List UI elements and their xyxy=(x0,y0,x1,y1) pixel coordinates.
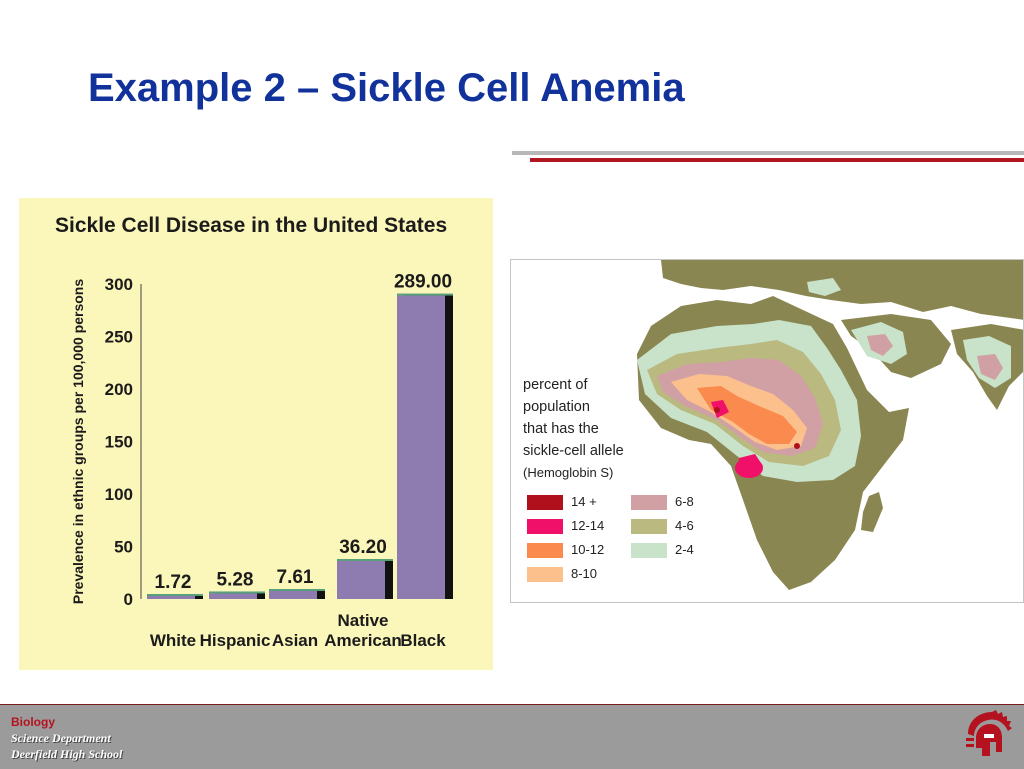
map-zone-mediterranean xyxy=(807,278,841,296)
title-divider-gray xyxy=(512,151,1024,155)
slide-title: Example 2 – Sickle Cell Anemia xyxy=(88,66,685,110)
legend-item: 2-4 xyxy=(631,542,694,559)
chart-title: Sickle Cell Disease in the United States xyxy=(55,214,448,237)
legend-label: 8-10 xyxy=(571,566,598,581)
legend-swatch xyxy=(527,567,563,583)
sickle-cell-allele-map xyxy=(637,260,1023,590)
footer-subject: Biology xyxy=(11,715,55,729)
legend-label: 10-12 xyxy=(571,542,605,557)
y-tick-label: 150 xyxy=(105,433,133,452)
bar-value-label: 1.72 xyxy=(155,572,192,593)
map-zone-mideast-inner xyxy=(867,334,893,356)
bar-top xyxy=(147,594,203,596)
legend-label: 14 + xyxy=(571,494,597,509)
africa-map-panel: percent of population that has the sickl… xyxy=(510,259,1024,603)
bar-chart: 0 50 100 150 200 250 300 Prevalence in ethnic g… xyxy=(70,272,453,650)
map-caption-line: that has the xyxy=(523,421,599,437)
title-divider-red xyxy=(530,158,1024,162)
map-zone-14plus-east-africa xyxy=(794,443,800,449)
legend-label: 6-8 xyxy=(675,494,694,509)
bar-value-label: 289.00 xyxy=(394,272,452,293)
bar-top xyxy=(337,558,393,561)
legend-item: 14 + xyxy=(527,494,597,511)
footer-bar: Biology Science Department Deerfield Hig… xyxy=(0,704,1024,769)
map-land-europe xyxy=(661,260,1023,320)
y-tick-label: 300 xyxy=(105,275,133,294)
bar-top xyxy=(209,591,265,594)
y-tick-label: 100 xyxy=(105,485,133,504)
spartan-helmet-icon xyxy=(966,710,1012,756)
legend-item: 8-10 xyxy=(527,566,598,583)
legend-swatch xyxy=(527,543,563,559)
legend-swatch xyxy=(527,495,563,511)
map-zone-12-14 xyxy=(711,400,763,476)
bar-chart-panel: Sickle Cell Disease in the United States… xyxy=(19,198,493,670)
bar-value-label: 5.28 xyxy=(217,569,254,590)
bar xyxy=(209,593,257,599)
legend-swatch xyxy=(631,519,667,535)
bar xyxy=(147,596,195,599)
legend-label: 12-14 xyxy=(571,518,605,533)
legend-swatch xyxy=(631,495,667,511)
map-caption-line: percent of xyxy=(523,377,588,393)
legend-label: 2-4 xyxy=(675,542,694,557)
y-tick-label: 0 xyxy=(124,590,133,609)
y-tick-label: 50 xyxy=(114,538,133,557)
bar-value-label: 36.20 xyxy=(339,537,387,558)
x-category-label: Black xyxy=(400,631,446,650)
bar-top xyxy=(269,589,325,592)
legend-item: 12-14 xyxy=(527,518,605,535)
bar-top xyxy=(397,293,453,296)
y-tick-label: 200 xyxy=(105,380,133,399)
bar xyxy=(397,295,445,599)
y-axis-label: Prevalence in ethnic groups per 100,000 … xyxy=(70,279,86,604)
x-category-label: White xyxy=(150,631,196,650)
x-category-label: Asian xyxy=(272,631,318,650)
legend-swatch xyxy=(631,543,667,559)
map-land-madagascar xyxy=(861,492,883,532)
legend-label: 4-6 xyxy=(675,518,694,533)
map-caption-line: (Hemoglobin S) xyxy=(523,465,614,480)
legend-item: 6-8 xyxy=(631,494,694,511)
map-caption-line: population xyxy=(523,399,590,415)
x-category-label: Native xyxy=(337,611,388,630)
bar-value-label: 7.61 xyxy=(277,567,314,588)
legend-item: 10-12 xyxy=(527,542,605,559)
legend-item: 4-6 xyxy=(631,518,694,535)
x-category-label: Hispanic xyxy=(200,631,271,650)
map-zone-12-14-central xyxy=(735,458,763,478)
bar xyxy=(269,591,317,599)
legend-swatch xyxy=(527,519,563,535)
map-zone-14plus-west-africa xyxy=(714,407,720,413)
map-zone-india-inner xyxy=(977,354,1003,380)
footer-department: Science Department xyxy=(11,731,111,745)
map-caption-line: sickle-cell allele xyxy=(523,443,624,459)
map-caption: percent of population that has the sickl… xyxy=(523,374,624,484)
footer-school: Deerfield High School xyxy=(11,747,123,761)
x-category-label: American xyxy=(324,631,401,650)
y-tick-label: 250 xyxy=(105,328,133,347)
bar xyxy=(337,560,385,599)
